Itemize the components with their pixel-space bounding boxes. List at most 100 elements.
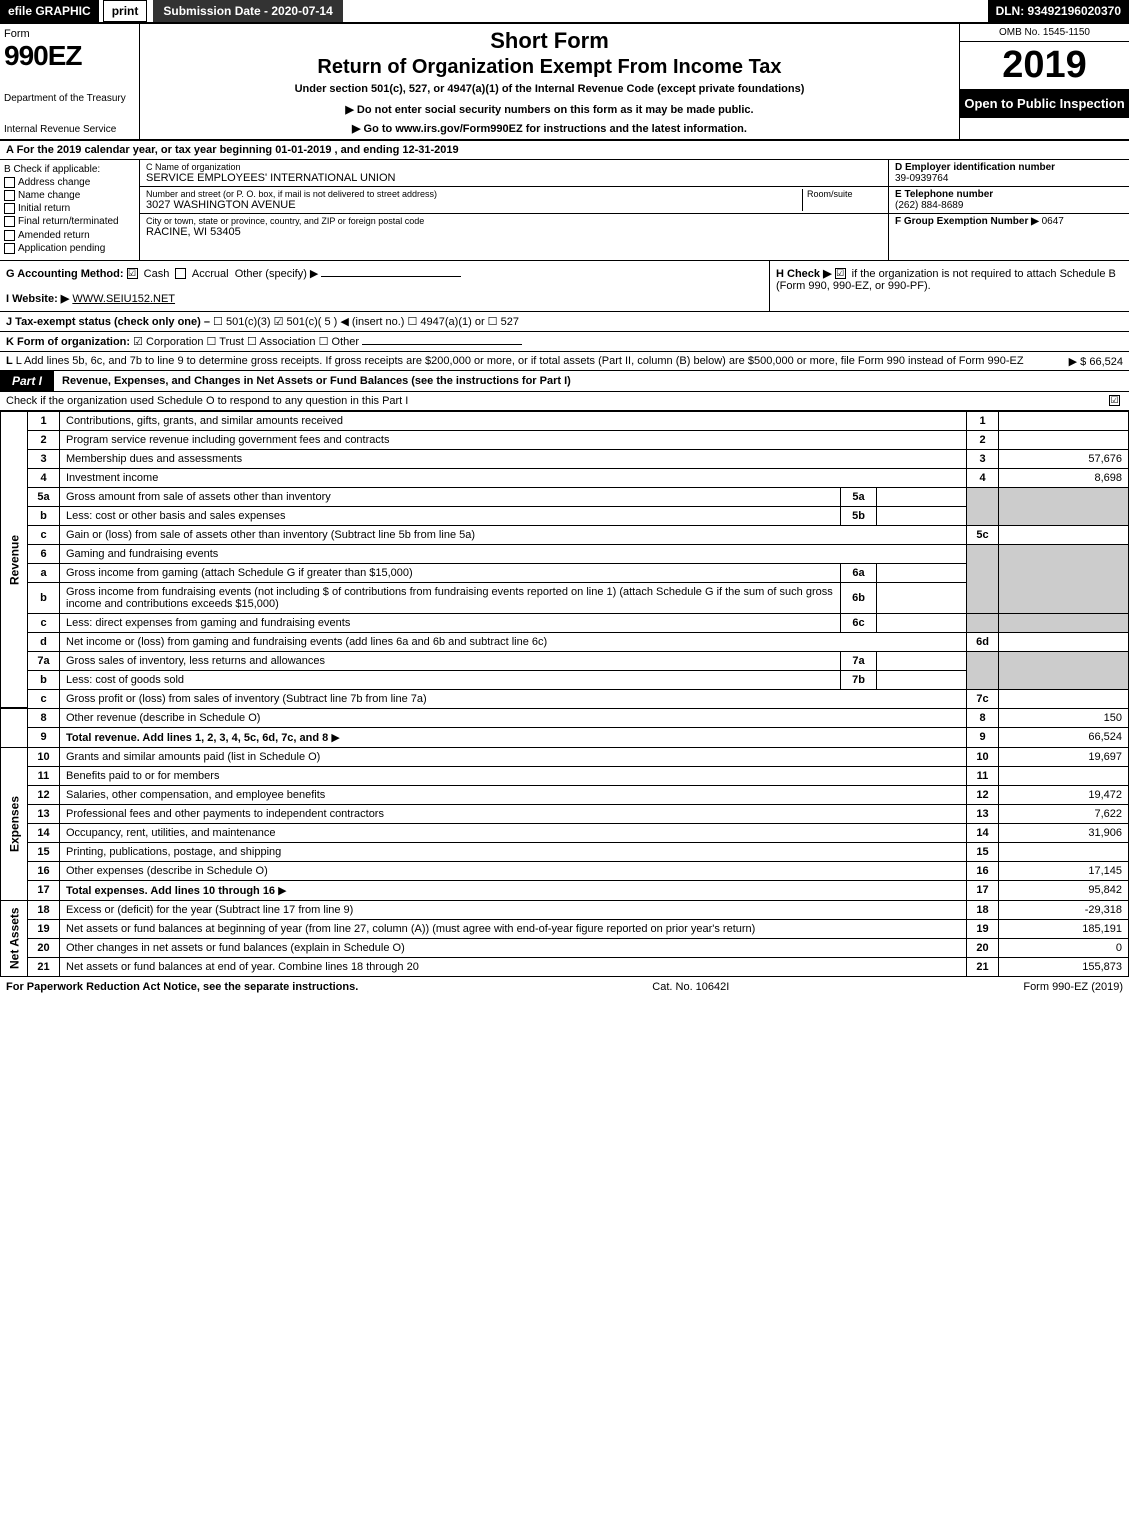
i-label: I Website: ▶ [6,293,69,305]
website-link[interactable]: WWW.SEIU152.NET [72,293,175,305]
chk-pending-label: Application pending [18,243,105,254]
side-revenue: Revenue [1,411,28,708]
j-label: J Tax-exempt status (check only one) – [6,316,210,328]
l20-desc: Other changes in net assets or fund bala… [60,938,967,957]
chk-final-return[interactable]: Final return/terminated [4,216,135,227]
grp: 0647 [1042,216,1064,227]
header-right: OMB No. 1545-1150 2019 Open to Public In… [959,24,1129,139]
l11-amt [999,766,1129,785]
l20-num: 20 [28,938,60,957]
info-grid: B Check if applicable: Address change Na… [0,160,1129,261]
h-checkbox[interactable]: ☑ [835,268,846,279]
l6-grey-amt [999,544,1129,613]
l21-num2: 21 [967,957,999,976]
part-1-title: Revenue, Expenses, and Changes in Net As… [54,375,571,387]
l8-num: 8 [28,708,60,727]
ein-cell: D Employer identification number 39-0939… [889,160,1129,187]
l6b-num: b [28,582,60,613]
short-form-title: Short Form [146,28,953,54]
cash-checkbox[interactable]: ☑ [127,268,138,279]
l5c-num: c [28,525,60,544]
part-1-checkbox[interactable]: ☑ [1109,395,1120,406]
l7c-amt [999,689,1129,708]
l13-num2: 13 [967,804,999,823]
l17-amt: 95,842 [999,880,1129,900]
l6a-subamt [877,563,967,582]
return-title: Return of Organization Exempt From Incom… [146,56,953,79]
go-to-url[interactable]: ▶ Go to www.irs.gov/Form990EZ for instru… [146,122,953,135]
l7a-sub: 7a [841,651,877,670]
line-k: K Form of organization: ☑ Corporation ☐ … [0,332,1129,352]
chk-amended-label: Amended return [18,230,90,241]
l5b-subamt [877,506,967,525]
part-1-label: Part I [0,371,54,391]
l7c-desc: Gross profit or (loss) from sales of inv… [60,689,967,708]
addr-label: Number and street (or P. O. box, if mail… [146,189,802,199]
cash-label: Cash [144,268,170,280]
l6c-grey [967,613,999,632]
l7-grey-amt [999,651,1129,689]
l7a-subamt [877,651,967,670]
l5c-desc: Gain or (loss) from sale of assets other… [60,525,967,544]
l2-desc: Program service revenue including govern… [60,430,967,449]
l2-num2: 2 [967,430,999,449]
l13-num: 13 [28,804,60,823]
l11-num: 11 [28,766,60,785]
open-to-public: Open to Public Inspection [960,90,1129,118]
org-name-label: C Name of organization [146,162,882,172]
l4-num: 4 [28,468,60,487]
l6-num: 6 [28,544,60,563]
l15-num: 15 [28,842,60,861]
footer: For Paperwork Reduction Act Notice, see … [0,977,1129,997]
l7b-sub: 7b [841,670,877,689]
row-a-tax-year: A For the 2019 calendar year, or tax yea… [0,141,1129,160]
l11-desc: Benefits paid to or for members [60,766,967,785]
l7c-num2: 7c [967,689,999,708]
l5b-desc: Less: cost or other basis and sales expe… [60,506,841,525]
l6b-sub: 6b [841,582,877,613]
l17-num: 17 [28,880,60,900]
l8-amt: 150 [999,708,1129,727]
l10-desc: Grants and similar amounts paid (list in… [60,747,967,766]
l6a-num: a [28,563,60,582]
l13-desc: Professional fees and other payments to … [60,804,967,823]
addr: 3027 WASHINGTON AVENUE [146,199,802,211]
l13-amt: 7,622 [999,804,1129,823]
l6d-desc: Net income or (loss) from gaming and fun… [60,632,967,651]
print-button[interactable]: print [103,0,148,22]
l10-num: 10 [28,747,60,766]
h-label: H Check ▶ [776,268,832,280]
efile-graphic-label: efile GRAPHIC [0,0,99,22]
accrual-checkbox[interactable] [175,268,186,279]
submission-date: Submission Date - 2020-07-14 [153,0,342,22]
under-section: Under section 501(c), 527, or 4947(a)(1)… [146,83,953,95]
l7c-num: c [28,689,60,708]
footer-left: For Paperwork Reduction Act Notice, see … [6,981,358,993]
l17-num2: 17 [967,880,999,900]
line-j: J Tax-exempt status (check only one) – ☐… [0,312,1129,332]
l6c-sub: 6c [841,613,877,632]
j-options[interactable]: ☐ 501(c)(3) ☑ 501(c)( 5 ) ◀ (insert no.)… [213,316,519,328]
l9-desc: Total revenue. Add lines 1, 2, 3, 4, 5c,… [60,727,967,747]
l5-grey-amt [999,487,1129,525]
omb-number: OMB No. 1545-1150 [960,24,1129,42]
l19-num2: 19 [967,919,999,938]
chk-amended[interactable]: Amended return [4,230,135,241]
tel: (262) 884-8689 [895,200,963,211]
chk-initial-return[interactable]: Initial return [4,203,135,214]
chk-address-change[interactable]: Address change [4,177,135,188]
l16-num2: 16 [967,861,999,880]
k-options[interactable]: ☑ Corporation ☐ Trust ☐ Association ☐ Ot… [133,336,359,348]
side-blank [1,708,28,747]
l8-num2: 8 [967,708,999,727]
header-left: Form 990EZ Department of the Treasury In… [0,24,140,139]
part-1-check-text: Check if the organization used Schedule … [6,395,408,407]
l12-amt: 19,472 [999,785,1129,804]
chk-pending[interactable]: Application pending [4,243,135,254]
chk-initial-return-label: Initial return [18,203,70,214]
l15-amt [999,842,1129,861]
chk-name-change[interactable]: Name change [4,190,135,201]
l17-desc: Total expenses. Add lines 10 through 16 … [60,880,967,900]
gh-row: G Accounting Method: ☑ Cash Accrual Othe… [0,261,1129,312]
l11-num2: 11 [967,766,999,785]
